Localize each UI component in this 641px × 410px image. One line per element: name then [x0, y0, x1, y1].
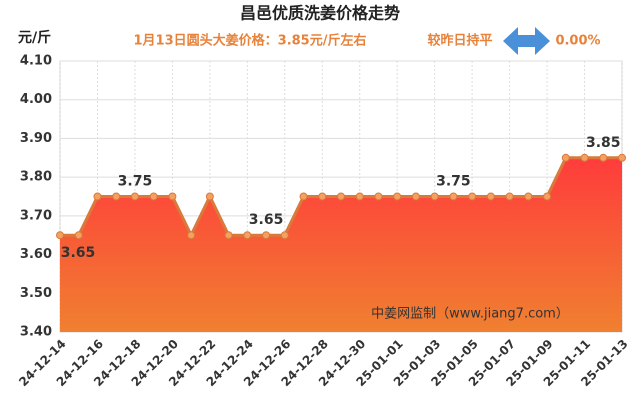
marker [112, 192, 121, 201]
marker [411, 192, 420, 201]
plot: 3.403.503.603.703.803.904.004.1024-12-14… [16, 54, 630, 390]
marker [430, 192, 439, 201]
marker [543, 192, 552, 201]
marker [524, 192, 533, 201]
subtitle: 1月13日圆头大姜价格：3.85元/斤左右 [134, 33, 367, 49]
marker [337, 192, 345, 201]
y-tick-label: 4.00 [20, 92, 52, 107]
value-label: 3.65 [61, 245, 96, 261]
change-text: 较昨日持平 [427, 33, 492, 49]
marker [168, 192, 177, 201]
watermark: 中姜网监制（www.jiang7.com） [371, 307, 569, 322]
marker [187, 231, 196, 240]
marker [130, 192, 139, 201]
marker [468, 192, 477, 201]
marker [318, 192, 327, 201]
y-tick-label: 3.80 [20, 170, 52, 185]
y-tick-label: 3.60 [20, 247, 52, 262]
area [60, 157, 622, 332]
value-label: 3.75 [118, 174, 153, 190]
marker [243, 231, 252, 240]
change-value: 0.00% [555, 34, 600, 49]
marker [449, 192, 458, 201]
marker [561, 153, 570, 162]
y-tick-label: 3.70 [20, 208, 52, 223]
y-unit: 元/斤 [18, 29, 51, 46]
marker [280, 231, 289, 240]
marker [355, 192, 364, 201]
marker [299, 192, 308, 201]
marker [224, 231, 233, 240]
marker [505, 192, 514, 201]
value-label: 3.75 [436, 174, 471, 190]
y-tick-label: 3.90 [20, 131, 52, 146]
marker [580, 153, 589, 162]
marker [56, 231, 64, 240]
marker [486, 192, 495, 201]
marker [93, 192, 102, 201]
y-tick-label: 3.40 [20, 325, 52, 340]
marker [74, 231, 83, 240]
marker [149, 192, 158, 201]
marker [205, 192, 214, 201]
value-label: 3.65 [249, 212, 284, 228]
y-tick-label: 3.50 [20, 286, 52, 301]
marker [599, 153, 608, 162]
chart-title: 昌邑优质洗姜价格走势 [240, 4, 400, 23]
marker [618, 153, 626, 162]
marker [374, 192, 383, 201]
arrow-icon [503, 27, 550, 55]
value-label: 3.85 [586, 135, 621, 151]
marker [393, 192, 402, 201]
y-tick-label: 4.10 [20, 54, 52, 69]
marker [262, 231, 271, 240]
